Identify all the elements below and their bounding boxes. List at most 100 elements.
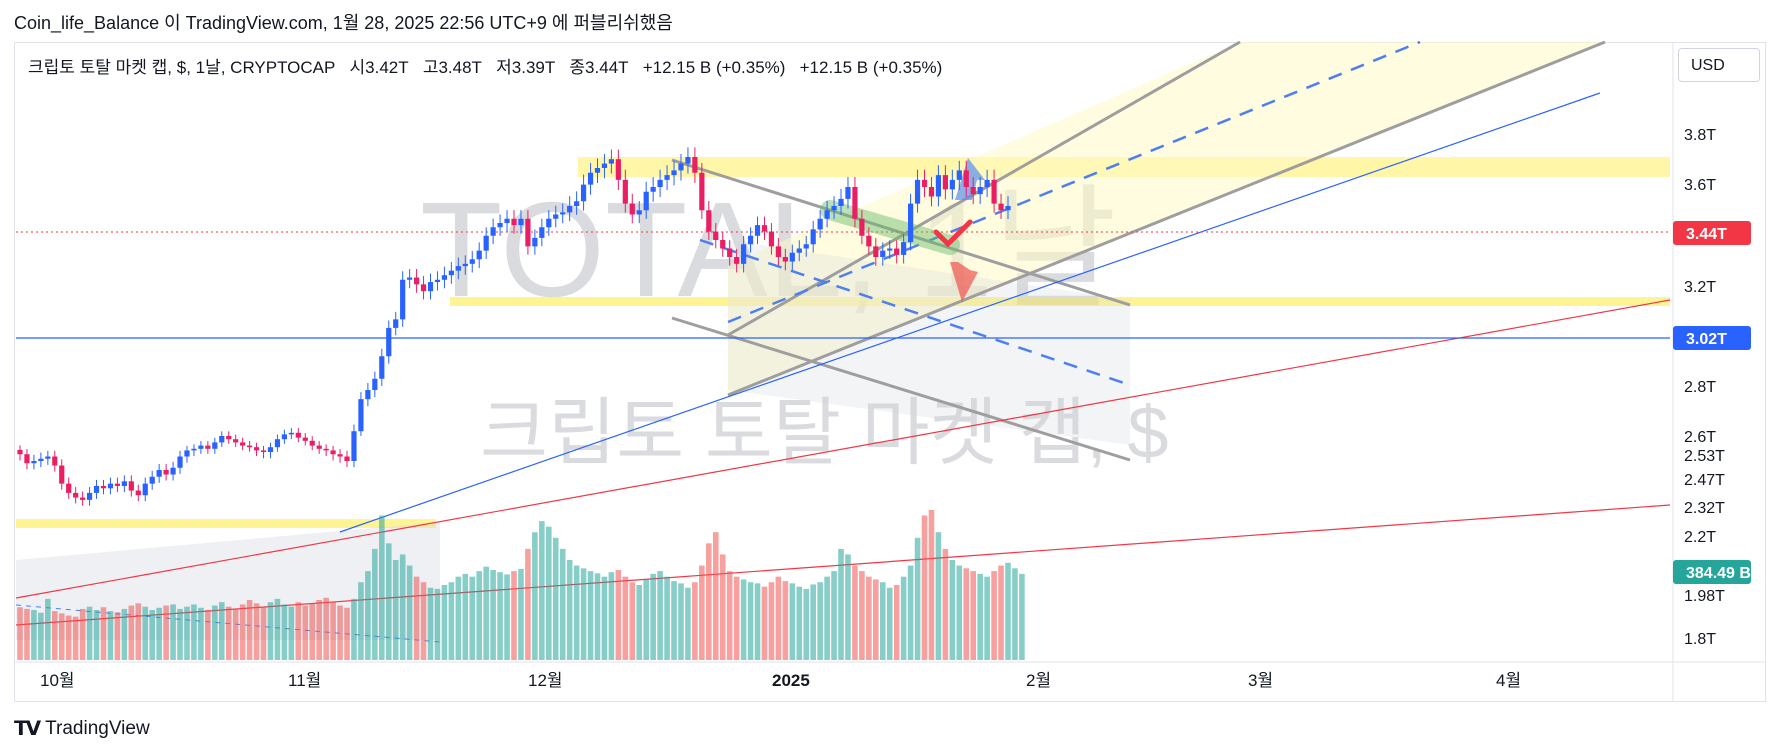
volume-bar bbox=[921, 515, 928, 660]
candle-body bbox=[747, 235, 754, 245]
candle-body bbox=[768, 231, 775, 247]
candle-body bbox=[323, 448, 329, 451]
symbol-legend[interactable]: 크립토 토탈 마켓 캡, $, 1날, CRYPTOCAP 시3.42T 고3.… bbox=[28, 53, 942, 78]
candle-body bbox=[45, 456, 51, 459]
volume-bar bbox=[559, 548, 566, 660]
candle-body bbox=[295, 432, 301, 438]
candle-body bbox=[761, 225, 768, 232]
candle-body bbox=[358, 399, 364, 432]
candle-body bbox=[720, 240, 726, 249]
volume-bar bbox=[218, 602, 225, 660]
candle-body bbox=[873, 246, 879, 257]
volume-bar bbox=[622, 576, 629, 660]
candle-body bbox=[601, 163, 608, 168]
volume-bar bbox=[239, 604, 246, 660]
volume-bar bbox=[991, 571, 997, 660]
candle-body bbox=[142, 483, 148, 496]
candle-body bbox=[156, 470, 162, 477]
candle-body bbox=[240, 442, 246, 446]
volume-bar bbox=[232, 608, 239, 660]
candle-body bbox=[476, 250, 482, 260]
candle-body bbox=[73, 492, 79, 498]
volume-bar bbox=[156, 607, 162, 660]
volume-bar bbox=[455, 576, 462, 660]
volume-bar bbox=[434, 588, 441, 660]
volume-bar bbox=[873, 579, 879, 660]
volume-bar bbox=[636, 585, 643, 660]
volume-bar bbox=[545, 526, 552, 660]
candle-body bbox=[219, 436, 225, 443]
candle-body bbox=[963, 170, 969, 187]
volume-bar bbox=[650, 573, 656, 660]
volume-bar bbox=[657, 571, 663, 660]
volume-bar bbox=[977, 573, 983, 660]
time-axis-label: 3월 bbox=[1248, 671, 1273, 690]
candle-body bbox=[114, 483, 121, 486]
candle-body bbox=[24, 454, 30, 464]
candle-body bbox=[469, 259, 475, 264]
volume-bar bbox=[552, 537, 559, 660]
candle-body bbox=[831, 206, 837, 211]
candle-body bbox=[587, 172, 594, 185]
candle-body bbox=[560, 212, 566, 215]
price-axis-label: 2.2T bbox=[1684, 529, 1716, 546]
candle-body bbox=[678, 163, 684, 171]
up-arrow-icon bbox=[955, 158, 985, 200]
candlestick-series[interactable] bbox=[17, 147, 1011, 506]
candle-body bbox=[928, 187, 935, 197]
candle-body bbox=[52, 456, 58, 466]
tradingview-logo-icon: 𝗧𝗩 bbox=[14, 718, 41, 740]
volume-bar bbox=[121, 608, 128, 660]
candle-body bbox=[393, 319, 399, 328]
volume-bar bbox=[956, 565, 963, 660]
candle-body bbox=[532, 237, 538, 247]
volume-bar bbox=[532, 532, 538, 660]
candle-body bbox=[260, 450, 267, 452]
candle-body bbox=[580, 184, 587, 202]
candle-body bbox=[483, 235, 489, 251]
candle-body bbox=[914, 179, 921, 204]
candle-body bbox=[413, 277, 420, 285]
candle-body bbox=[824, 210, 830, 219]
volume-bar bbox=[518, 568, 524, 660]
candle-body bbox=[490, 227, 496, 236]
candle-body bbox=[274, 439, 281, 448]
volume-bar bbox=[699, 565, 705, 660]
volume-bar bbox=[761, 586, 768, 660]
candle-body bbox=[1005, 206, 1011, 211]
candle-body bbox=[775, 246, 781, 257]
channel-lower-line bbox=[727, 40, 1606, 397]
volume-bar bbox=[476, 571, 483, 660]
volume-bar bbox=[107, 611, 114, 660]
price-axis-label: 3.6T bbox=[1684, 177, 1716, 194]
volume-bar bbox=[984, 576, 990, 660]
candle-body bbox=[935, 175, 942, 197]
volume-bar bbox=[406, 565, 413, 660]
volume-bar bbox=[191, 604, 197, 660]
price-badge bbox=[1673, 560, 1751, 584]
volume-bar bbox=[358, 582, 364, 660]
volume-bar bbox=[490, 570, 496, 660]
candle-body bbox=[226, 436, 232, 440]
candle-body bbox=[135, 490, 141, 496]
volume-bar bbox=[879, 582, 886, 660]
volume-bar bbox=[469, 576, 476, 660]
volume-bar bbox=[782, 581, 789, 660]
candle-body bbox=[594, 168, 601, 173]
volume-bar bbox=[747, 582, 754, 660]
chart-frame bbox=[14, 42, 1766, 702]
channel-mid-dashed bbox=[727, 40, 1421, 324]
volume-bar bbox=[281, 604, 288, 660]
volume-bar bbox=[31, 610, 37, 660]
candle-body bbox=[949, 179, 955, 190]
tradingview-logo[interactable]: 𝗧𝗩 TradingView bbox=[14, 716, 150, 741]
candle-body bbox=[553, 214, 559, 219]
candle-body bbox=[546, 218, 552, 228]
candle-body bbox=[434, 279, 441, 283]
volume-bar bbox=[831, 571, 837, 660]
candle-body bbox=[852, 187, 858, 219]
currency-button[interactable]: USD bbox=[1678, 48, 1760, 82]
candle-body bbox=[859, 218, 865, 236]
volume-bar bbox=[587, 571, 594, 660]
